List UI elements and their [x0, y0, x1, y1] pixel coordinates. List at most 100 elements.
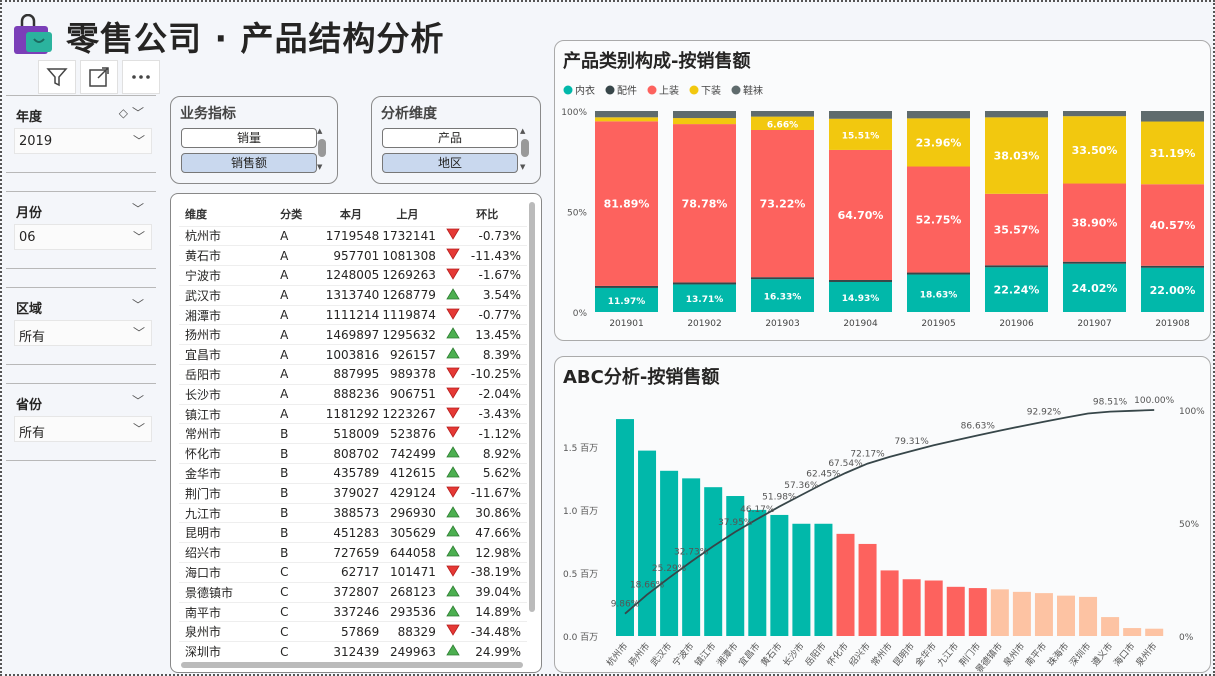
table-row[interactable]: 景德镇市 C 372807 268123 39.04% [179, 581, 527, 603]
year-dropdown[interactable]: 2019 ﹀ [14, 128, 152, 154]
table-row[interactable]: 海口市 C 62717 101471 -38.19% [179, 562, 527, 583]
cell-this-month: 727659 [322, 542, 380, 563]
vertical-scrollbar[interactable] [529, 202, 535, 612]
eraser-icon[interactable]: ◇ [118, 106, 128, 120]
table-row[interactable]: 扬州市 A 1469897 1295632 13.45% [179, 324, 527, 345]
bar-segment [595, 285, 658, 288]
column-header[interactable]: 维度 [185, 207, 207, 221]
cell-this-month: 1111214 [322, 304, 380, 325]
scroll-thumb[interactable] [521, 139, 529, 157]
data-label: 22.24% [994, 284, 1040, 297]
cell-class: A [276, 364, 323, 385]
abc-table: 维度 分类 本月 上月 环比 杭州市 A 1719548 1732141 -0.73% 黄… [170, 193, 542, 673]
column-header[interactable]: 上月 [396, 207, 419, 221]
cell-last-month: 523876 [379, 423, 436, 444]
bar-segment [985, 267, 1048, 312]
table-row[interactable]: 荆门市 B 379027 429124 -11.67% [179, 482, 527, 504]
table-row[interactable]: 杭州市 A 1719548 1732141 -0.73% [179, 225, 527, 246]
x-tick-label: 杭州市 [604, 640, 631, 668]
trend-down-icon [446, 624, 460, 637]
cell-mom-change: 47.66% [470, 522, 527, 543]
column-header[interactable]: 环比 [476, 207, 499, 221]
x-tick-label: 南平市 [1023, 640, 1050, 668]
table-row[interactable]: 常州市 B 518009 523876 -1.12% [179, 423, 527, 444]
bar [1123, 628, 1142, 636]
metric-option-quantity[interactable]: 销量 [181, 128, 317, 148]
cell-class: A [276, 265, 323, 286]
table-row[interactable]: 南平市 C 337246 293536 14.89% [179, 601, 527, 622]
table-row[interactable]: 武汉市 A 1313740 1268779 3.54% [179, 284, 527, 306]
cell-trend-indicator [435, 324, 471, 345]
chevron-down-icon[interactable]: ﹀ [131, 106, 144, 120]
slicer-panel: 年度 ◇ ﹀ 2019 ﹀ 月份 ﹀ 06 ﹀ 区域 ﹀ 所有 ﹀ 省份 ﹀ 所… [6, 95, 156, 479]
bar [1145, 628, 1164, 636]
column-header[interactable]: 本月 [339, 207, 362, 221]
chevron-down-icon[interactable]: ﹀ [131, 202, 144, 216]
chevron-down-icon[interactable]: ﹀ [131, 298, 144, 312]
cell-class: C [276, 581, 323, 603]
column-header[interactable]: 分类 [280, 207, 303, 221]
chart-title: ABC分析-按销售额 [563, 367, 720, 388]
cumulative-label: 37.95% [718, 518, 753, 528]
cell-this-month: 57869 [322, 621, 380, 642]
dimension-option-product[interactable]: 产品 [382, 128, 518, 148]
slicer-label: 区域 [16, 302, 43, 317]
cell-mom-change: -1.12% [470, 423, 527, 444]
slicer-label: 年度 [16, 110, 43, 125]
cumulative-label: 72.17% [850, 450, 885, 460]
x-tick-label: 宜昌市 [736, 640, 763, 668]
dimension-option-region[interactable]: 地区 [382, 153, 518, 173]
cell-dimension: 湘潭市 [179, 304, 277, 325]
bar-segment [1063, 116, 1126, 184]
table-row[interactable]: 岳阳市 A 887995 989378 -10.25% [179, 364, 527, 385]
data-label: 22.00% [1150, 284, 1196, 297]
province-dropdown[interactable]: 所有 ﹀ [14, 416, 152, 442]
table-row[interactable]: 深圳市 C 312439 249963 24.99% [179, 641, 527, 662]
bar-segment [595, 121, 658, 286]
cell-last-month: 429124 [379, 482, 436, 504]
table-row[interactable]: 宁波市 A 1248005 1269263 -1.67% [179, 265, 527, 286]
cell-trend-indicator [435, 443, 471, 464]
table-row[interactable]: 怀化市 B 808702 742499 8.92% [179, 443, 527, 464]
scroll-up-icon[interactable]: ▲ [520, 127, 526, 135]
trend-up-icon [446, 466, 460, 478]
scroll-up-icon[interactable]: ▲ [317, 127, 323, 135]
cell-trend-indicator [435, 482, 471, 504]
region-dropdown[interactable]: 所有 ﹀ [14, 320, 152, 346]
cell-last-month: 305629 [379, 522, 436, 543]
filter-button[interactable] [38, 60, 76, 94]
legend-marker [647, 85, 657, 95]
focus-mode-button[interactable] [80, 60, 118, 94]
metric-option-sales[interactable]: 销售额 [181, 153, 317, 173]
table-row[interactable]: 泉州市 C 57869 88329 -34.48% [179, 621, 527, 642]
cell-mom-change: -10.25% [470, 364, 527, 385]
table-row[interactable]: 宜昌市 A 1003816 926157 8.39% [179, 344, 527, 365]
table-row[interactable]: 湘潭市 A 1111214 1119874 -0.77% [179, 304, 527, 325]
table-row[interactable]: 绍兴市 B 727659 644058 12.98% [179, 542, 527, 563]
chevron-down-icon[interactable]: ﹀ [131, 394, 144, 408]
table-row[interactable]: 镇江市 A 1181292 1223267 -3.43% [179, 403, 527, 424]
table-row[interactable]: 黄石市 A 957701 1081308 -11.43% [179, 245, 527, 266]
table-row[interactable]: 昆明市 B 451283 305629 47.66% [179, 522, 527, 543]
scrollbar[interactable]: ▲ ▼ [520, 127, 530, 171]
table-row[interactable]: 金华市 B 435789 412615 5.62% [179, 463, 527, 484]
scroll-thumb[interactable] [318, 139, 326, 157]
bar-segment [985, 111, 1048, 118]
scroll-down-icon[interactable]: ▼ [520, 163, 526, 171]
scrollbar[interactable]: ▲ ▼ [317, 127, 327, 171]
scroll-down-icon[interactable]: ▼ [317, 163, 323, 171]
table-row[interactable]: 长沙市 A 888236 906751 -2.04% [179, 383, 527, 405]
more-options-button[interactable] [122, 60, 160, 94]
y-tick-label: 0.5 百万 [563, 569, 598, 580]
bar-segment [673, 284, 736, 312]
month-dropdown[interactable]: 06 ﹀ [14, 224, 152, 250]
y-tick-label: 0.0 百万 [563, 632, 598, 643]
bar [968, 588, 987, 636]
bar-segment [1141, 121, 1204, 185]
y-tick-label: 1.5 百万 [563, 443, 598, 454]
table-row[interactable]: 九江市 B 388573 296930 30.86% [179, 502, 527, 523]
bar-segment [829, 118, 892, 150]
cell-trend-indicator [435, 522, 471, 543]
horizontal-scrollbar[interactable] [181, 662, 523, 668]
dropdown-value: 所有 [19, 330, 46, 345]
